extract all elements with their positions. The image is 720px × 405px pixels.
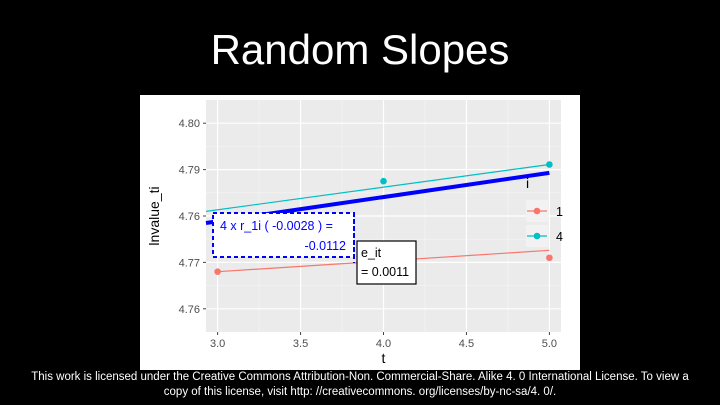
license-line-1: This work is licensed under the Creative… <box>31 371 689 383</box>
slope-annotation: 4 x r_1i ( -0.0028 ) = -0.0112 <box>212 212 355 263</box>
tick-label-y: 4.76 <box>179 304 200 316</box>
series-4-point <box>546 161 553 168</box>
series-4-line <box>205 163 550 212</box>
license-notice: This work is licensed under the Creative… <box>10 370 710 400</box>
y-axis-label: lnvalue_ti <box>146 186 162 245</box>
legend-key-point <box>533 232 541 240</box>
tick-label-x: 3.0 <box>210 338 225 350</box>
legend-label: 1 <box>556 205 563 219</box>
tick-label-y: 4.76 <box>179 211 200 223</box>
tick-label-y: 4.77 <box>179 257 200 269</box>
slide-title: Random Slopes <box>210 26 510 73</box>
license-line-2: copy of this license, visit http: //crea… <box>163 386 557 398</box>
legend: i 1 4 <box>526 175 563 247</box>
tick-label-x: 5.0 <box>542 338 557 350</box>
tick-label-y: 4.79 <box>179 165 200 177</box>
slope-annotation-line2: -0.0112 <box>305 239 347 253</box>
legend-key-point <box>533 207 541 215</box>
axis-layer: 4.76 4.77 4.76 4.79 4.80 3.0 3.5 4.0 4.5 5.0 t lnva… <box>146 118 557 366</box>
error-annotation-line2: = 0.0011 <box>361 265 409 279</box>
tick-label-x: 3.5 <box>293 338 308 350</box>
x-axis-label: t <box>382 350 386 366</box>
error-annotation-line1: e_it <box>361 246 382 260</box>
series-1-point <box>546 254 553 262</box>
tick-label-y: 4.80 <box>179 118 200 130</box>
error-annotation-box <box>356 240 417 285</box>
tick-label-x: 4.5 <box>459 338 474 350</box>
series-1-point <box>214 268 221 275</box>
tick-label-x: 4.0 <box>376 338 391 350</box>
error-annotation: e_it = 0.0011 <box>356 240 417 285</box>
chart-svg: 4.76 4.77 4.76 4.79 4.80 3.0 3.5 4.0 4.5 5.0 t lnva… <box>146 100 563 366</box>
slope-annotation-line1: 4 x r_1i ( -0.0028 ) = <box>220 219 333 233</box>
legend-label: 4 <box>556 230 563 244</box>
legend-title: i <box>526 175 529 191</box>
chart-panel: 4.76 4.77 4.76 4.79 4.80 3.0 3.5 4.0 4.5 5.0 t lnva… <box>140 95 580 370</box>
series-4-point <box>380 177 387 185</box>
